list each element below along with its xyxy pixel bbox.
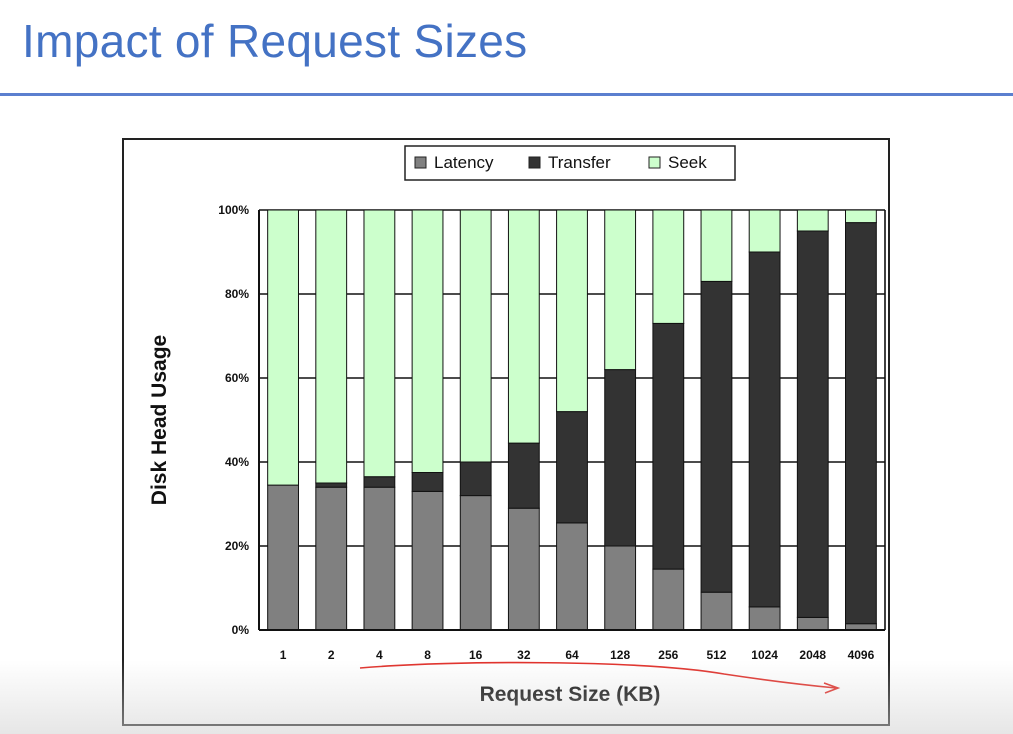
bar-seek-2048 [796, 209, 829, 232]
legend-label-seek: Seek [668, 153, 707, 172]
bar-transfer-4096 [845, 222, 877, 625]
x-tick-label: 128 [610, 648, 630, 662]
bar-latency-2 [315, 486, 348, 631]
bar-seek-64 [556, 209, 588, 413]
y-axis-label: Disk Head Usage [148, 335, 171, 505]
axes [258, 210, 886, 631]
bar-latency-1024 [748, 606, 781, 631]
y-tick-label: 0% [232, 623, 250, 637]
bar-transfer-16 [459, 461, 492, 497]
bar-transfer-64 [556, 411, 588, 524]
y-tick-label: 20% [225, 539, 249, 553]
x-tick-label: 32 [517, 648, 531, 662]
y-tick-label: 60% [225, 371, 249, 385]
x-tick-labels: 1 2 4 8 16 32 64 128 256 512 1024 2048 4096 [280, 648, 875, 662]
legend-label-latency: Latency [434, 153, 494, 172]
bar-transfer-2048 [796, 230, 829, 618]
legend-swatch-latency [414, 156, 427, 169]
y-tick-label: 100% [218, 203, 249, 217]
legend-swatch-transfer [528, 156, 541, 169]
legend-label-transfer: Transfer [548, 153, 611, 172]
x-tick-label: 16 [469, 648, 483, 662]
bar-seek-2 [315, 209, 348, 484]
bar-transfer-512 [700, 280, 733, 593]
bar-seek-256 [652, 209, 685, 324]
bar-latency-2048 [796, 616, 829, 631]
chart-legend: Latency Transfer Seek [404, 145, 736, 181]
bar-latency-128 [604, 545, 637, 631]
bar-seek-4 [363, 209, 396, 478]
slide-title: Impact of Request Sizes [22, 15, 528, 67]
bar-transfer-32 [507, 442, 540, 509]
x-tick-label: 4 [376, 648, 383, 662]
bar-seek-1 [267, 209, 299, 486]
y-tick-label: 40% [225, 455, 249, 469]
bar-transfer-8 [411, 472, 444, 492]
title-divider [0, 93, 1013, 96]
bar-seek-128 [604, 209, 637, 371]
bar-latency-1 [267, 484, 299, 631]
x-tick-label: 1024 [751, 648, 778, 662]
x-tick-label: 2048 [799, 648, 826, 662]
x-tick-label: 512 [706, 648, 726, 662]
x-axis-label: Request Size (KB) [480, 683, 661, 706]
bar-latency-256 [652, 568, 685, 631]
y-tick-labels: 0% 20% 40% 60% 80% 100% [218, 203, 249, 637]
bar-transfer-4 [363, 476, 396, 488]
bar-seek-512 [700, 209, 733, 282]
bar-transfer-2 [315, 482, 348, 488]
bar-transfer-128 [604, 369, 637, 547]
legend-swatch-seek [648, 156, 661, 169]
chart-frame: Latency Transfer Seek 0% 20% 40% 60% 80% 100%… [122, 138, 890, 726]
bar-stacks [267, 209, 877, 631]
stacked-bar-chart: Latency Transfer Seek 0% 20% 40% 60% 80% 100%… [148, 145, 886, 706]
bar-seek-1024 [748, 209, 781, 253]
x-tick-label: 4096 [848, 648, 875, 662]
bar-latency-8 [411, 490, 444, 631]
x-tick-label: 256 [658, 648, 678, 662]
bar-latency-16 [459, 495, 492, 631]
bar-latency-64 [556, 522, 588, 631]
x-tick-label: 64 [565, 648, 579, 662]
bar-seek-8 [411, 209, 444, 473]
y-tick-label: 80% [225, 287, 249, 301]
bar-seek-4096 [845, 209, 877, 224]
bar-transfer-1024 [748, 251, 781, 608]
x-tick-label: 2 [328, 648, 335, 662]
x-tick-label: 1 [280, 648, 287, 662]
bar-latency-512 [700, 591, 733, 631]
x-tick-label: 8 [424, 648, 431, 662]
bar-latency-4 [363, 486, 396, 631]
bar-transfer-256 [652, 322, 685, 570]
bar-latency-32 [507, 507, 540, 631]
bar-seek-32 [507, 209, 540, 444]
bar-seek-16 [459, 209, 492, 463]
